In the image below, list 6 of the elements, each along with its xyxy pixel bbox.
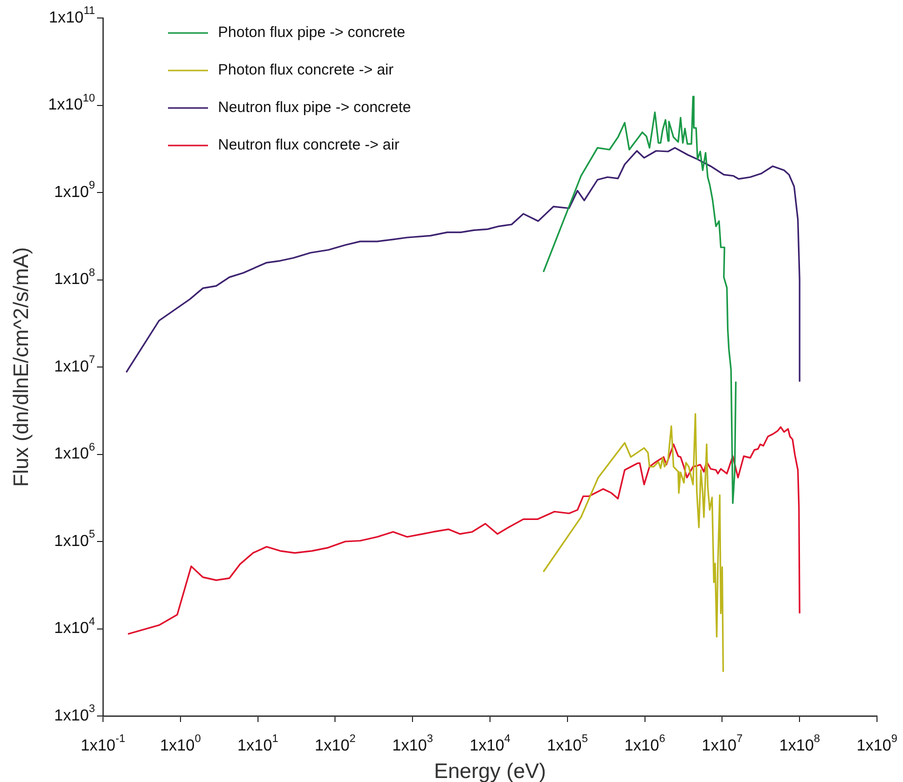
y-axis-title: Flux (dn/dlnE/cm^2/s/mA) — [10, 247, 33, 487]
legend-label: Photon flux pipe -> concrete — [218, 24, 406, 42]
legend-label: Neutron flux pipe -> concrete — [218, 99, 412, 116]
legend-label: Neutron flux concrete -> air — [218, 136, 400, 154]
x-axis-title: Energy (eV) — [434, 760, 546, 782]
legend-label: Photon flux concrete -> air — [218, 62, 394, 79]
